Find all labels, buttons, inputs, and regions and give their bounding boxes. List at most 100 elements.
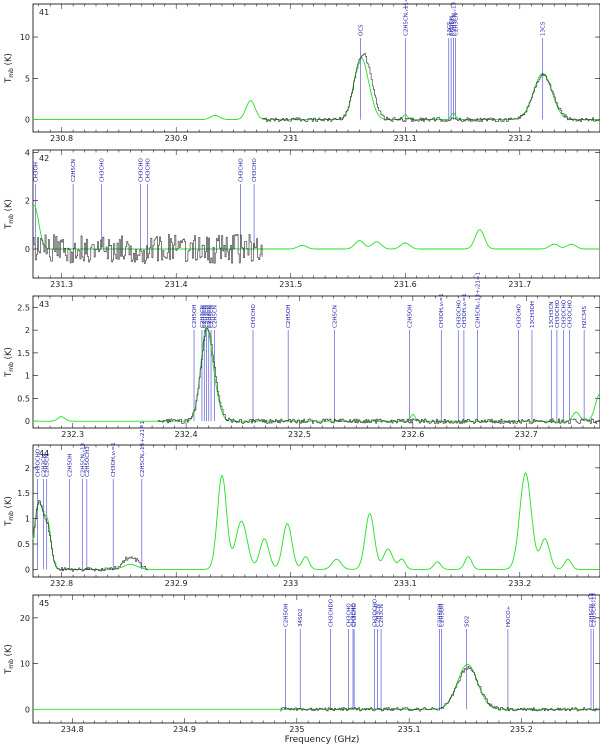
molecule-label: CH3CHO xyxy=(252,158,258,182)
panel-number: 41 xyxy=(39,8,49,17)
panel-frame xyxy=(32,295,600,429)
molecule-label: C2H5OH xyxy=(68,454,74,477)
y-tick-label: 0 xyxy=(25,565,30,574)
molecule-label: C2H5CN xyxy=(71,159,77,182)
panel-frame xyxy=(32,444,600,578)
y-tick-label: 0.5 xyxy=(17,540,30,549)
molecule-label: C2H5OH xyxy=(284,604,290,627)
molecule-label: C2H3CN xyxy=(207,305,213,328)
y-tick-label: 2.5 xyxy=(17,303,30,312)
y-axis-label: Tmb (K) xyxy=(4,199,15,230)
molecule-label: H2C34S xyxy=(582,306,588,328)
panel-number: 43 xyxy=(39,300,49,309)
y-tick-label: 1 xyxy=(25,372,30,381)
molecule-label: C2H3CN xyxy=(41,454,47,477)
panel-44: 232.8 232.9 233 233.1 233.2 0 0.5 1 1.5 2 Tmb (K) 4… xyxy=(4,421,600,588)
panel-41: 230.8 230.9 231 231.1 231.2 0 5 10 Tmb (K) 41 OCS C… xyxy=(4,0,600,143)
panel-frame xyxy=(32,149,600,279)
molecule-label: C2H5CN,ᵥ13+ᵥ21=1 xyxy=(140,421,146,477)
molecule-label: CH3CHO xyxy=(351,603,357,627)
molecule-label: C2H5CN,ᵥ11=1 xyxy=(403,0,409,36)
panel-number: 42 xyxy=(39,154,49,163)
x-tick-label: 233 xyxy=(283,579,298,588)
observed-spectrum xyxy=(262,53,600,122)
molecule-label: HOCO+ xyxy=(506,605,512,627)
x-tick-label: 235.2 xyxy=(510,725,533,734)
molecule-label: 34SO2 xyxy=(298,609,304,627)
molecule-label: C2H5CN xyxy=(333,305,339,328)
molecule-label: C2H5CN,ᵥ13 xyxy=(591,593,597,627)
y-tick-label: 1.5 xyxy=(17,349,30,358)
x-tick-label: 231.4 xyxy=(165,280,188,289)
panel-frame xyxy=(32,594,600,724)
panel-45: 234.8 234.9 235 235.1 235.2 0 10 20 Tmb (K) 45 C2H… xyxy=(4,593,600,734)
molecule-label: CH3CHO xyxy=(346,603,352,627)
molecule-label: CH3OH xyxy=(449,16,455,36)
y-axis-label: Tmb (K) xyxy=(4,347,15,378)
x-tick-label: 231.5 xyxy=(279,280,302,289)
y-tick-label: 1.5 xyxy=(17,489,30,498)
x-tick-label: 232.7 xyxy=(515,430,538,439)
molecule-label: C2H3CN xyxy=(379,604,385,627)
model-spectrum xyxy=(33,664,600,710)
molecule-label: C2H3CN xyxy=(200,305,206,328)
y-tick-label: 2 xyxy=(25,197,30,206)
x-tick-label: 231.1 xyxy=(394,134,417,143)
molecule-label: CH3OCHO xyxy=(555,299,561,328)
molecule-label: C2H5OCH3 xyxy=(85,446,91,477)
x-tick-label: 234.8 xyxy=(61,725,84,734)
molecule-label: 13CH3OH xyxy=(530,301,536,328)
y-tick-label: 10 xyxy=(20,33,30,42)
molecule-label: CH3OCHO xyxy=(372,598,378,627)
molecule-label: C2H5CN,ᵥ13+ᵥ21=1 xyxy=(476,272,482,328)
molecule-label: 13CH3CN xyxy=(549,302,555,328)
molecule-label: CH3OH,vₜ=1 xyxy=(111,442,117,477)
y-tick-label: 2 xyxy=(25,326,30,335)
observed-spectrum xyxy=(33,234,263,264)
x-tick-label: 231 xyxy=(283,134,298,143)
molecule-label: C2H3CN xyxy=(205,305,211,328)
molecule-label: C2H3CN xyxy=(376,604,382,627)
y-axis-label: Tmb (K) xyxy=(4,496,15,527)
y-tick-label: 0 xyxy=(25,245,30,254)
molecule-label: CH3OCHO xyxy=(456,299,462,328)
y-tick-label: 5 xyxy=(25,74,30,83)
x-tick-label: 234.9 xyxy=(173,725,196,734)
y-tick-label: 0 xyxy=(25,417,30,426)
x-tick-label: 233.1 xyxy=(394,579,417,588)
x-tick-label: 230.8 xyxy=(50,134,73,143)
molecule-label: C2H5CN,ᵥ13 xyxy=(589,593,595,627)
molecule-label: CH3CHDO xyxy=(329,598,335,627)
molecule-label: CH3OCHO xyxy=(562,299,568,328)
molecule-label: CH3CHO xyxy=(352,603,358,627)
x-tick-label: 231.6 xyxy=(394,280,417,289)
panel-43: 232.3 232.4 232.5 232.6 232.7 0 0.5 1 1.5 2 2.5 Tmb… xyxy=(4,272,600,439)
x-tick-label: 232.5 xyxy=(288,430,311,439)
molecule-label: CH3CHO xyxy=(251,304,257,328)
molecule-label: CH3OH,vₜ=1 xyxy=(439,293,445,328)
molecule-label: C2H5CN xyxy=(45,454,51,477)
molecule-label: CH3CHO xyxy=(100,158,106,182)
y-tick-label: 4 xyxy=(25,148,30,157)
x-tick-label: 232.6 xyxy=(401,430,424,439)
y-tick-label: 10 xyxy=(20,660,30,669)
molecule-label: SO2 xyxy=(464,616,470,627)
y-tick-label: 0 xyxy=(25,705,30,714)
x-tick-label: 232.8 xyxy=(50,579,73,588)
molecule-label: C2H5OH xyxy=(407,305,413,328)
x-tick-label: 232.4 xyxy=(175,430,198,439)
molecule-label: C2H5CN xyxy=(209,305,215,328)
panel-frame xyxy=(32,3,600,133)
molecule-label: C2H5CN,ᵥ13 xyxy=(80,443,86,477)
molecule-label: CH3CHO xyxy=(139,158,145,182)
molecule-label: CH3OH xyxy=(33,162,39,182)
molecule-label: CH3OH,vₜ=1 xyxy=(462,293,468,328)
y-tick-label: 0.5 xyxy=(17,394,30,403)
observed-spectrum xyxy=(33,500,148,572)
molecule-label: CH3CHO xyxy=(146,158,152,182)
x-tick-label: 230.9 xyxy=(165,134,188,143)
panel-number: 44 xyxy=(39,449,49,458)
y-tick-label: 0 xyxy=(25,116,30,125)
